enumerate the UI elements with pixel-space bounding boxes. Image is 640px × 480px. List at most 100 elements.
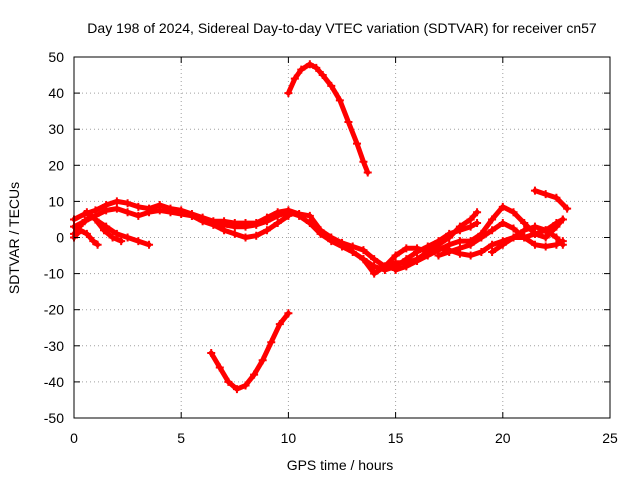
x-tick-label: 10 bbox=[281, 430, 297, 446]
x-tick-label: 15 bbox=[388, 430, 404, 446]
data-point bbox=[100, 226, 109, 235]
data-point bbox=[252, 231, 261, 240]
series-line-arc-13 bbox=[208, 310, 291, 392]
data-point bbox=[108, 233, 117, 242]
data-point bbox=[284, 89, 293, 98]
data-point bbox=[258, 356, 267, 365]
data-point bbox=[284, 211, 293, 220]
data-point bbox=[466, 240, 475, 249]
data-point bbox=[241, 222, 250, 231]
data-point bbox=[423, 251, 432, 260]
data-point bbox=[91, 215, 100, 224]
data-point bbox=[230, 229, 239, 238]
data-point bbox=[466, 215, 475, 224]
data-point bbox=[509, 224, 518, 233]
data-point bbox=[445, 240, 454, 249]
y-tick-label: -20 bbox=[44, 302, 64, 318]
data-point bbox=[552, 193, 561, 202]
y-tick-label: -40 bbox=[44, 374, 64, 390]
data-point bbox=[520, 226, 529, 235]
data-point bbox=[145, 240, 154, 249]
data-point bbox=[112, 204, 121, 213]
data-point bbox=[498, 240, 507, 249]
data-point bbox=[509, 233, 518, 242]
data-point bbox=[359, 255, 368, 264]
data-point bbox=[82, 229, 91, 238]
x-tick-label: 5 bbox=[177, 430, 185, 446]
data-point bbox=[273, 219, 282, 228]
data-point bbox=[530, 229, 539, 238]
x-axis-label: GPS time / hours bbox=[287, 457, 394, 473]
data-point bbox=[359, 246, 368, 255]
data-point bbox=[305, 211, 314, 220]
data-point bbox=[445, 233, 454, 242]
grid bbox=[74, 57, 610, 418]
data-point bbox=[262, 217, 271, 226]
data-point bbox=[241, 381, 250, 390]
y-tick-label: 20 bbox=[48, 157, 64, 173]
y-tick-labels: -50 -40 -30 -20 -10 0 10 20 30 40 50 bbox=[44, 49, 64, 426]
data-series bbox=[70, 60, 572, 394]
data-point bbox=[297, 65, 306, 74]
data-point bbox=[552, 233, 561, 242]
data-point bbox=[318, 71, 327, 80]
data-point bbox=[215, 363, 224, 372]
data-point bbox=[498, 202, 507, 211]
data-point bbox=[413, 256, 422, 265]
data-point bbox=[488, 215, 497, 224]
series-line-arc-6 bbox=[189, 213, 291, 240]
y-tick-label: 0 bbox=[56, 230, 64, 246]
data-point bbox=[312, 63, 321, 72]
x-tick-label: 0 bbox=[70, 430, 78, 446]
data-point bbox=[112, 197, 121, 206]
data-point bbox=[187, 211, 196, 220]
x-tick-label: 20 bbox=[495, 430, 511, 446]
y-axis-label: SDTVAR / TECUs bbox=[6, 182, 22, 294]
series-line-arc-12 bbox=[285, 61, 371, 175]
data-point bbox=[155, 206, 164, 215]
data-point bbox=[413, 244, 422, 253]
data-point bbox=[370, 255, 379, 264]
data-point bbox=[134, 202, 143, 211]
data-point bbox=[145, 208, 154, 217]
data-point bbox=[241, 233, 250, 242]
data-point bbox=[488, 226, 497, 235]
data-point bbox=[123, 199, 132, 208]
data-point bbox=[558, 240, 567, 249]
data-point bbox=[262, 226, 271, 235]
data-point bbox=[445, 247, 454, 256]
chart-title: Day 198 of 2024, Sidereal Day-to-day VTE… bbox=[87, 20, 597, 36]
data-point bbox=[498, 219, 507, 228]
data-point bbox=[123, 208, 132, 217]
data-point bbox=[520, 219, 529, 228]
data-point bbox=[466, 222, 475, 231]
data-point bbox=[353, 139, 362, 148]
data-point bbox=[275, 320, 284, 329]
data-point bbox=[488, 240, 497, 249]
data-point bbox=[305, 219, 314, 228]
data-point bbox=[335, 96, 344, 105]
data-point bbox=[284, 309, 293, 318]
y-tick-label: 30 bbox=[48, 121, 64, 137]
data-point bbox=[89, 237, 98, 246]
data-point bbox=[473, 208, 482, 217]
data-point bbox=[402, 262, 411, 271]
data-point bbox=[93, 240, 102, 249]
data-point bbox=[473, 219, 482, 228]
data-point bbox=[198, 217, 207, 226]
axis-ticks bbox=[73, 56, 611, 419]
data-point bbox=[267, 338, 276, 347]
data-point bbox=[563, 204, 572, 213]
x-tick-labels: 0 5 10 15 20 25 bbox=[70, 430, 618, 446]
x-tick-label: 25 bbox=[602, 430, 618, 446]
y-tick-label: 10 bbox=[48, 193, 64, 209]
data-point bbox=[363, 168, 372, 177]
data-point bbox=[134, 237, 143, 246]
data-point bbox=[455, 237, 464, 246]
series-line-arc-7 bbox=[360, 209, 480, 277]
data-point bbox=[370, 269, 379, 278]
data-point bbox=[434, 251, 443, 260]
data-point bbox=[327, 81, 336, 90]
